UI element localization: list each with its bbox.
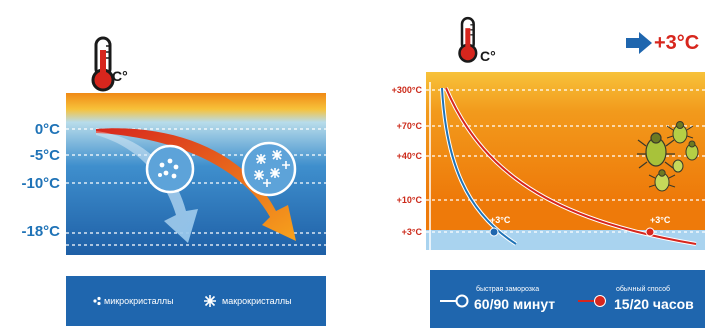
bacteria-icon (666, 121, 694, 144)
thermometer-icon (91, 36, 115, 92)
slow-cooling-key-icon (578, 295, 606, 307)
temp-label-plus40: +40°C (396, 151, 422, 161)
bacteria-icon (648, 169, 676, 192)
fast-curve-point (489, 227, 499, 237)
thermometer-unit-label: C° (112, 68, 128, 84)
temp-label-minus10: -10°C (21, 175, 60, 192)
left-freezing-diagram (66, 93, 326, 255)
fast-cooling-curve (441, 87, 517, 245)
bacteria-icon (637, 132, 675, 169)
temp-label-minus5: -5°C (29, 147, 60, 164)
bacteria-icon (685, 140, 699, 161)
temp-label-plus3: +3°C (401, 227, 422, 237)
microcrystals-label: микрокристаллы (104, 296, 174, 306)
left-legend-bar: микрокристаллы макрокристаллы (66, 276, 326, 326)
macrocrystals-label: макрокристаллы (222, 296, 292, 306)
microcrystals-icon (93, 296, 101, 306)
arrow-right-icon (626, 32, 652, 54)
slow-curve-point (645, 227, 655, 237)
microcrystals-circle (145, 144, 195, 194)
right-legend-bar: быстрая заморозка 60/90 минут обычный сп… (430, 270, 705, 328)
slow-cooling-label: обычный способ (616, 286, 670, 293)
bacteria-icon (672, 159, 684, 173)
temp-label-0: 0°C (34, 121, 60, 138)
temp-label-minus18: -18°C (21, 223, 60, 240)
fast-freeze-label: быстрая заморозка (476, 286, 540, 293)
fast-freeze-time: 60/90 минут (474, 296, 556, 312)
thermometer-unit-label: C° (480, 48, 496, 64)
macrocrystals-circle (241, 141, 297, 197)
target-temp-label: +3°C (654, 32, 700, 54)
slow-curve-marker: +3°C (650, 215, 671, 225)
temp-label-plus10: +10°C (396, 195, 422, 205)
temp-label-plus70: +70°C (396, 121, 422, 131)
fast-freeze-key-icon (440, 294, 469, 308)
right-cooling-diagram (426, 72, 705, 250)
slow-cooling-time: 15/20 часов (614, 296, 694, 312)
macrocrystals-icon (204, 295, 216, 307)
fast-curve-marker: +3°C (490, 215, 511, 225)
thermometer-icon (458, 16, 478, 63)
temp-label-plus300: +300°C (391, 85, 422, 95)
fast-freeze-arrow (96, 131, 198, 243)
